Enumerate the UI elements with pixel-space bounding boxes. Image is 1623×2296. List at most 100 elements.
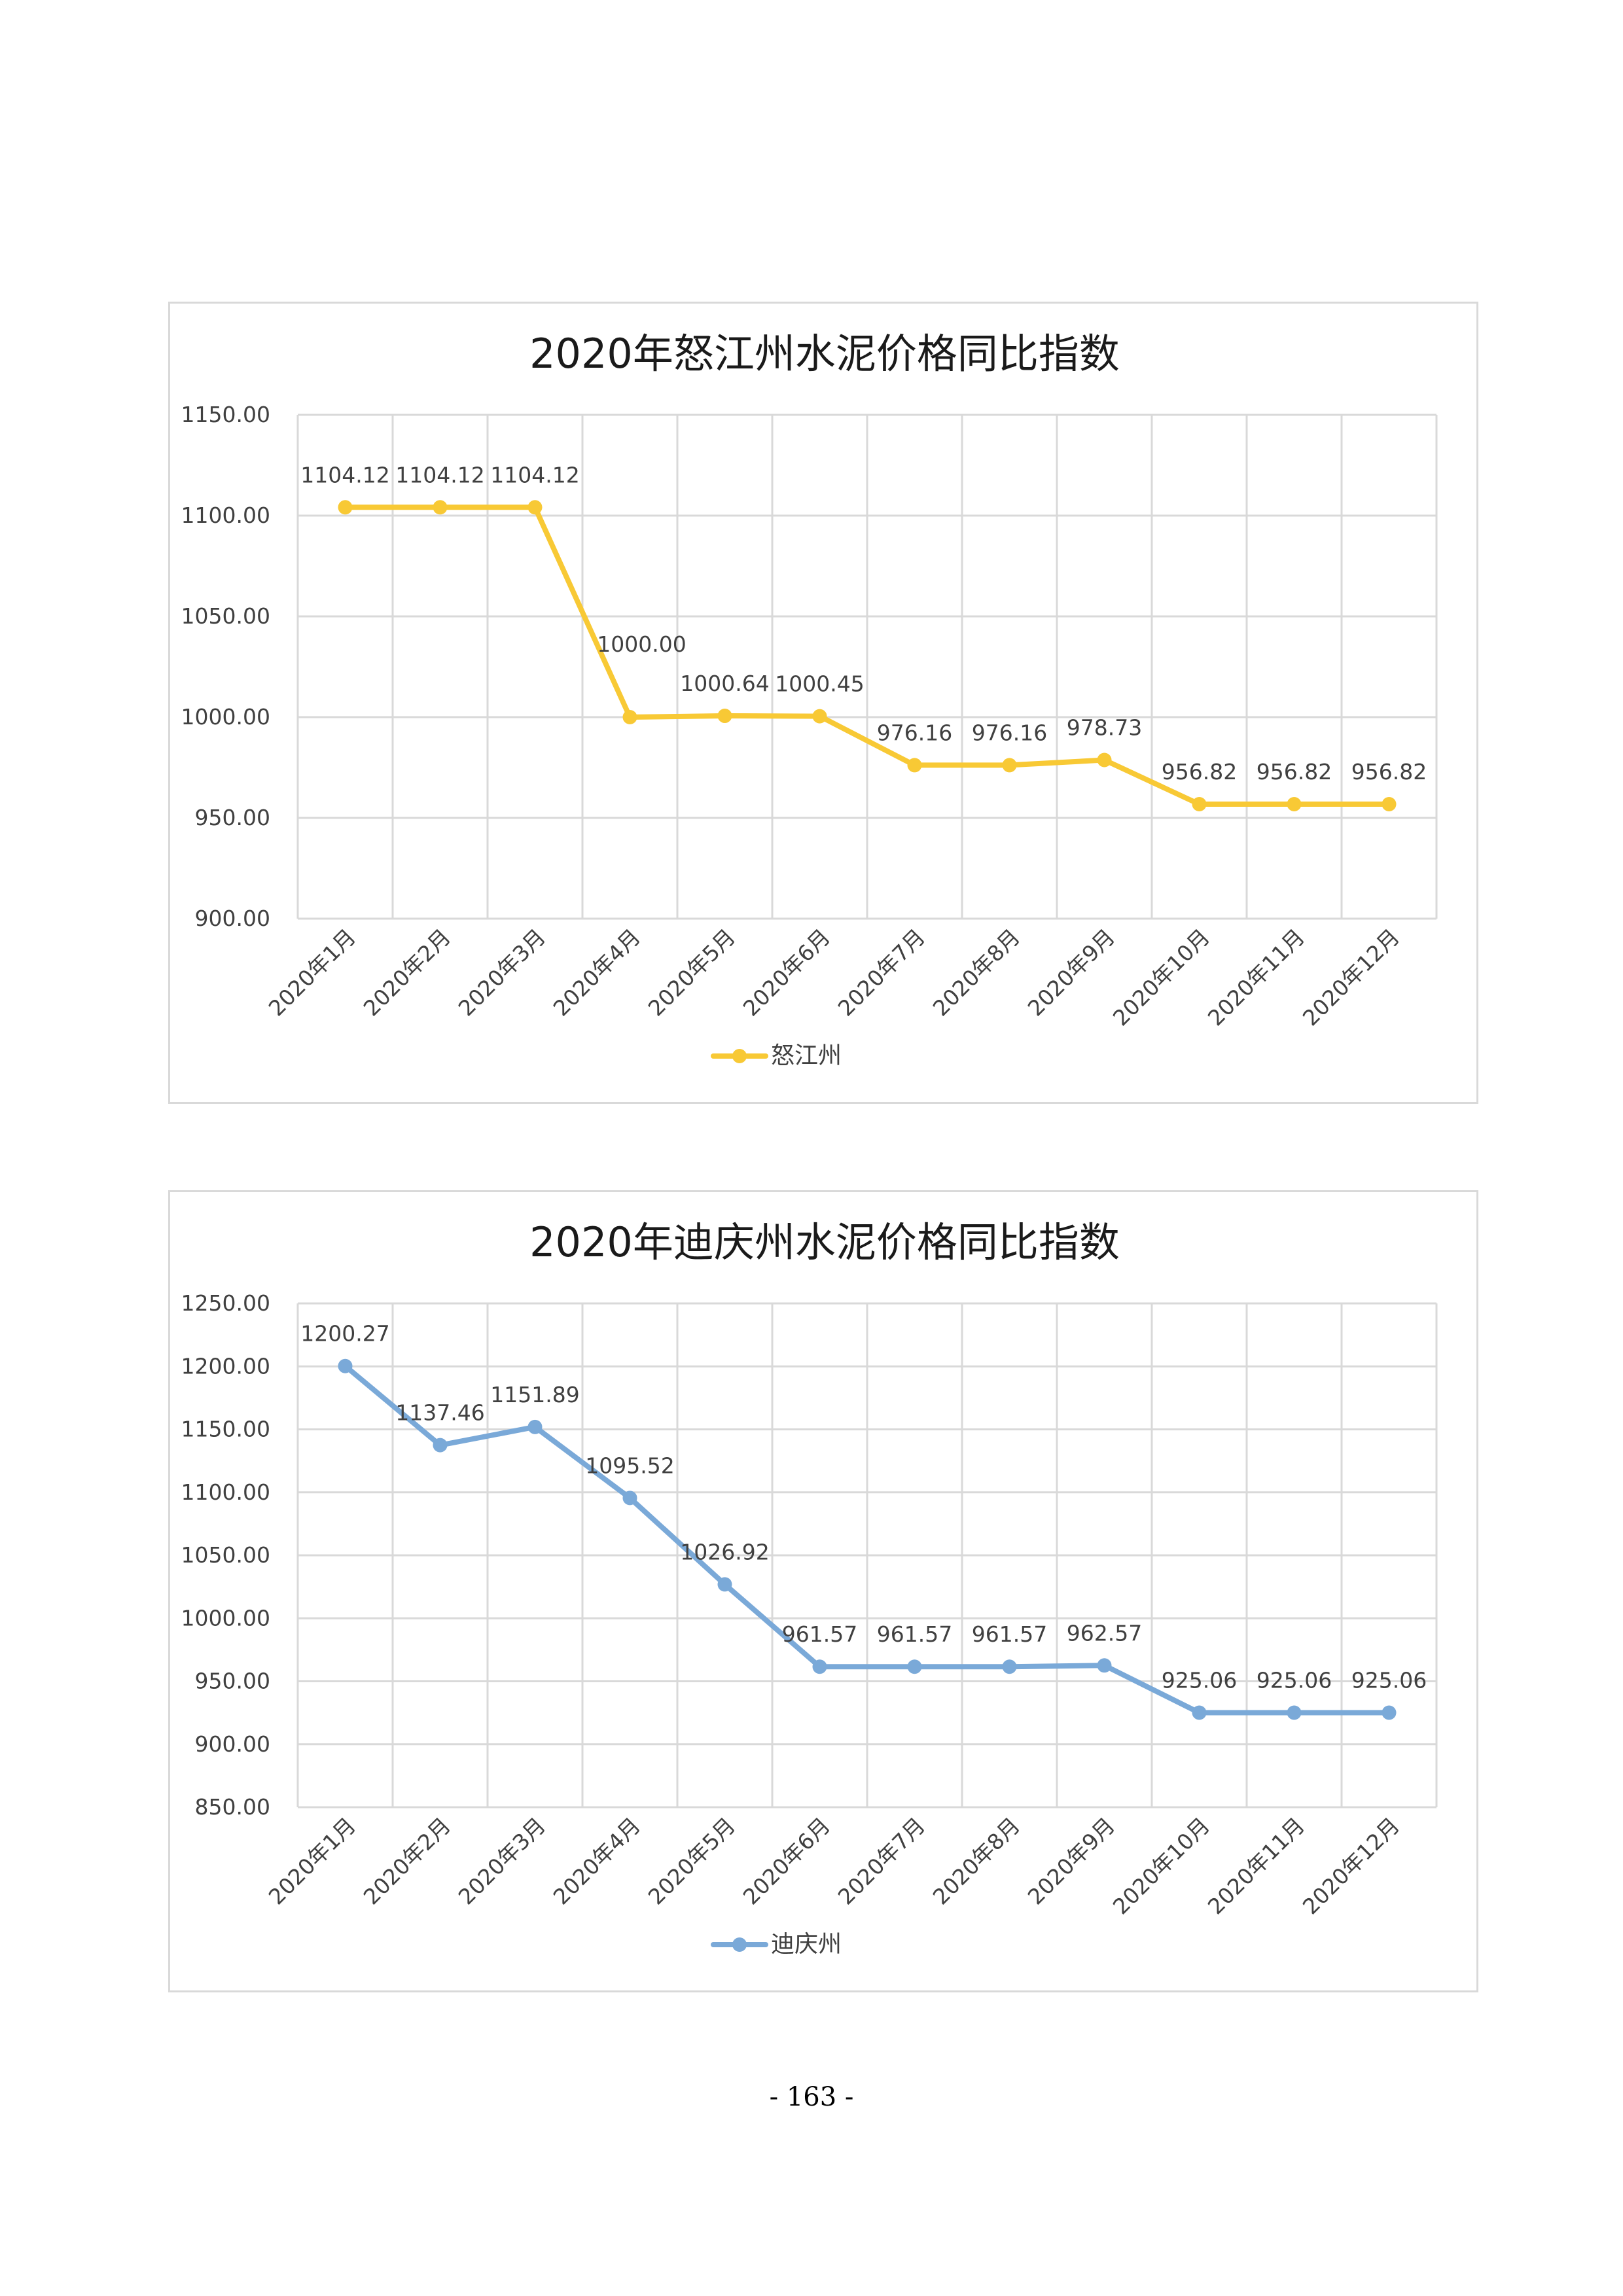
nujiang-data-point xyxy=(717,709,732,724)
nujiang-y-tick-label: 1150.00 xyxy=(181,402,270,427)
nujiang-data-point xyxy=(1002,758,1017,773)
nujiang-data-label: 1000.64 xyxy=(680,671,769,696)
diqing-data-label: 962.57 xyxy=(1067,1620,1142,1646)
diqing-data-point xyxy=(1382,1705,1397,1720)
nujiang-x-tick-label: 2020年8月 xyxy=(928,924,1025,1021)
diqing-data-point xyxy=(433,1438,448,1453)
diqing-legend-marker xyxy=(732,1937,747,1952)
nujiang-x-tick-label: 2020年7月 xyxy=(833,924,930,1021)
diqing-series-line xyxy=(342,1363,1392,1716)
nujiang-x-tick-label: 2020年4月 xyxy=(548,924,645,1021)
diqing-data-label: 925.06 xyxy=(1257,1668,1332,1693)
nujiang-data-label: 1104.12 xyxy=(395,462,484,487)
diqing-data-label: 1095.52 xyxy=(585,1453,674,1478)
nujiang-x-tick-label: 2020年10月 xyxy=(1108,924,1215,1031)
diqing-data-label: 1026.92 xyxy=(680,1539,769,1564)
diqing-y-tick-label: 1000.00 xyxy=(181,1605,270,1631)
nujiang-data-point xyxy=(433,500,448,515)
diqing-data-label: 1200.27 xyxy=(300,1321,389,1347)
diqing-data-point xyxy=(527,1419,543,1434)
diqing-x-tick-label: 2020年12月 xyxy=(1298,1812,1404,1919)
diqing-x-tick-label: 2020年8月 xyxy=(928,1812,1025,1909)
diqing-data-point xyxy=(717,1577,732,1592)
diqing-x-tick-label: 2020年5月 xyxy=(643,1812,740,1909)
diqing-y-tick-label: 1050.00 xyxy=(181,1542,270,1568)
diqing-data-label: 1137.46 xyxy=(395,1400,484,1426)
diqing-x-tick-label: 2020年6月 xyxy=(738,1812,835,1909)
diqing-data-label: 1151.89 xyxy=(490,1382,579,1407)
nujiang-x-tick-label: 2020年9月 xyxy=(1023,924,1120,1021)
page-number: - 163 - xyxy=(769,2082,854,2112)
diqing-x-tick-label: 2020年10月 xyxy=(1108,1812,1215,1919)
nujiang-x-tick-label: 2020年5月 xyxy=(643,924,740,1021)
diqing-data-label: 961.57 xyxy=(972,1621,1047,1647)
diqing-y-tick-label: 900.00 xyxy=(195,1731,270,1757)
nujiang-data-label: 1104.12 xyxy=(300,462,389,487)
nujiang-x-tick-label: 2020年3月 xyxy=(454,924,550,1021)
chart-diqing: 2020年迪庆州水泥价格同比指数 850.00 900.00 950.00 1000.0… xyxy=(168,1190,1478,1992)
nujiang-data-point xyxy=(907,758,922,773)
chart-nujiang-svg: 2020年怒江州水泥价格同比指数 900.00 950.00 1000.00 1050.… xyxy=(181,330,1438,1069)
nujiang-data-point xyxy=(527,500,543,515)
diqing-y-tick-label: 1100.00 xyxy=(181,1479,270,1505)
nujiang-data-point xyxy=(338,500,353,515)
diqing-data-point xyxy=(907,1659,922,1674)
nujiang-data-point xyxy=(1287,796,1302,811)
diqing-data-point xyxy=(338,1358,353,1373)
nujiang-data-point xyxy=(812,709,827,724)
chart-nujiang: 2020年怒江州水泥价格同比指数 900.00 950.00 1000.00 1050.… xyxy=(168,302,1478,1104)
nujiang-x-tick-label: 2020年6月 xyxy=(738,924,835,1021)
diqing-x-tick-label: 2020年9月 xyxy=(1023,1812,1120,1909)
diqing-data-label: 925.06 xyxy=(1351,1668,1427,1693)
nujiang-y-tick-label: 900.00 xyxy=(195,906,270,931)
diqing-data-point xyxy=(1287,1705,1302,1720)
nujiang-y-tick-label: 1100.00 xyxy=(181,503,270,528)
nujiang-data-point xyxy=(1097,752,1112,768)
diqing-x-tick-label: 2020年1月 xyxy=(264,1812,361,1909)
nujiang-y-tick-label: 1000.00 xyxy=(181,704,270,730)
nujiang-data-label: 1000.00 xyxy=(597,631,686,657)
diqing-y-tick-label: 850.00 xyxy=(195,1794,270,1820)
nujiang-x-tick-label: 2020年11月 xyxy=(1203,924,1310,1031)
nujiang-x-tick-label: 2020年1月 xyxy=(264,924,361,1021)
nujiang-data-label: 956.82 xyxy=(1162,759,1237,785)
diqing-y-tick-label: 950.00 xyxy=(195,1669,270,1694)
nujiang-y-tick-label: 1050.00 xyxy=(181,603,270,629)
nujiang-chart-title: 2020年怒江州水泥价格同比指数 xyxy=(529,330,1120,378)
nujiang-legend-label: 怒江州 xyxy=(771,1042,842,1069)
nujiang-y-tick-label: 950.00 xyxy=(195,805,270,830)
diqing-data-label: 925.06 xyxy=(1162,1668,1237,1693)
diqing-x-tick-label: 2020年11月 xyxy=(1203,1812,1310,1919)
diqing-chart-title: 2020年迪庆州水泥价格同比指数 xyxy=(529,1218,1120,1266)
diqing-x-tick-label: 2020年3月 xyxy=(454,1812,550,1909)
nujiang-data-label: 956.82 xyxy=(1351,759,1427,785)
diqing-data-point xyxy=(622,1491,637,1506)
diqing-y-tick-label: 1250.00 xyxy=(181,1290,270,1316)
diqing-y-tick-label: 1150.00 xyxy=(181,1417,270,1442)
diqing-x-tick-label: 2020年7月 xyxy=(833,1812,930,1909)
nujiang-data-label: 956.82 xyxy=(1257,759,1332,785)
nujiang-legend-marker xyxy=(732,1049,747,1063)
diqing-y-tick-label: 1200.00 xyxy=(181,1353,270,1379)
diqing-data-point xyxy=(1002,1659,1017,1674)
diqing-data-point xyxy=(1192,1705,1207,1720)
diqing-x-tick-label: 2020年4月 xyxy=(548,1812,645,1909)
diqing-legend-label: 迪庆州 xyxy=(771,1931,842,1958)
chart-diqing-svg: 2020年迪庆州水泥价格同比指数 850.00 900.00 950.00 1000.0… xyxy=(181,1218,1438,1958)
nujiang-data-point xyxy=(622,710,637,724)
nujiang-data-label: 1104.12 xyxy=(490,462,579,487)
nujiang-data-label: 978.73 xyxy=(1067,715,1142,741)
diqing-x-tick-label: 2020年2月 xyxy=(359,1812,455,1909)
nujiang-data-label: 976.16 xyxy=(972,720,1047,745)
nujiang-series-line xyxy=(342,504,1392,807)
diqing-data-label: 961.57 xyxy=(782,1621,857,1647)
nujiang-data-point xyxy=(1192,796,1207,811)
nujiang-data-label: 976.16 xyxy=(877,720,952,745)
nujiang-x-tick-label: 2020年2月 xyxy=(359,924,455,1021)
nujiang-data-label: 1000.45 xyxy=(775,671,864,697)
diqing-data-point xyxy=(1097,1658,1112,1673)
diqing-data-label: 961.57 xyxy=(877,1621,952,1647)
nujiang-data-point xyxy=(1382,796,1397,811)
diqing-data-point xyxy=(812,1659,827,1674)
nujiang-x-tick-label: 2020年12月 xyxy=(1298,924,1404,1031)
